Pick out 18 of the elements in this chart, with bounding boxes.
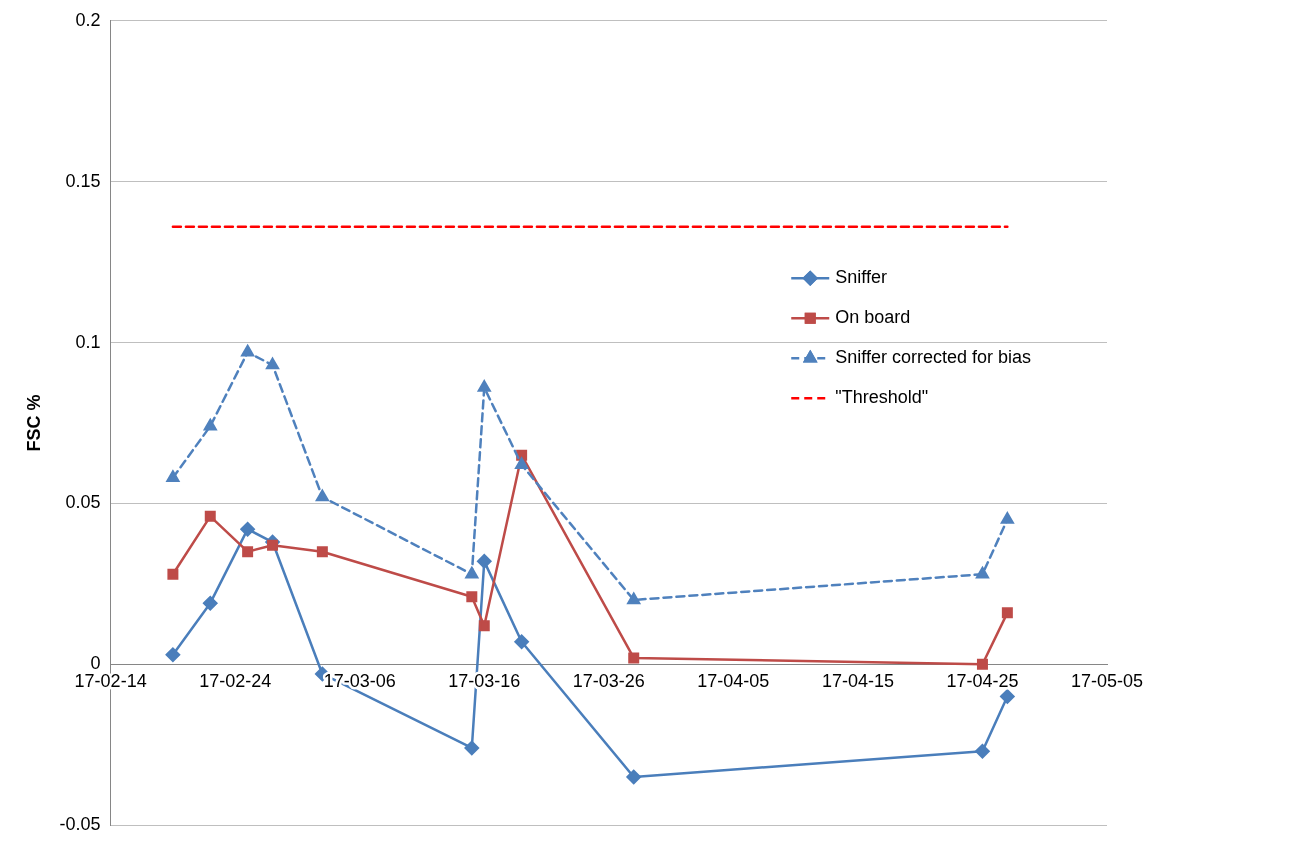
x-tick-label: 17-04-15 — [821, 671, 894, 692]
legend-label: On board — [835, 307, 911, 328]
x-tick-label: 17-03-26 — [572, 671, 645, 692]
legend-label: Sniffer corrected for bias — [835, 347, 1032, 368]
y-tick-label: 0.2 — [75, 9, 101, 30]
y-tick-label: 0.05 — [65, 492, 101, 513]
y-tick-label: -0.05 — [59, 814, 101, 835]
x-tick-label: 17-04-25 — [946, 671, 1019, 692]
x-tick-label: 17-02-24 — [199, 671, 272, 692]
y-tick-label: 0.1 — [75, 331, 101, 352]
x-tick-label: 17-02-14 — [74, 671, 147, 692]
y-tick-label: 0 — [90, 653, 101, 674]
legend-label: "Threshold" — [835, 387, 929, 408]
x-tick-label: 17-04-05 — [697, 671, 770, 692]
x-tick-label: 17-05-05 — [1070, 671, 1144, 692]
legend-label: Sniffer — [835, 267, 887, 288]
y-axis-title: FSC % — [23, 394, 44, 452]
y-tick-label: 0.15 — [65, 170, 101, 191]
